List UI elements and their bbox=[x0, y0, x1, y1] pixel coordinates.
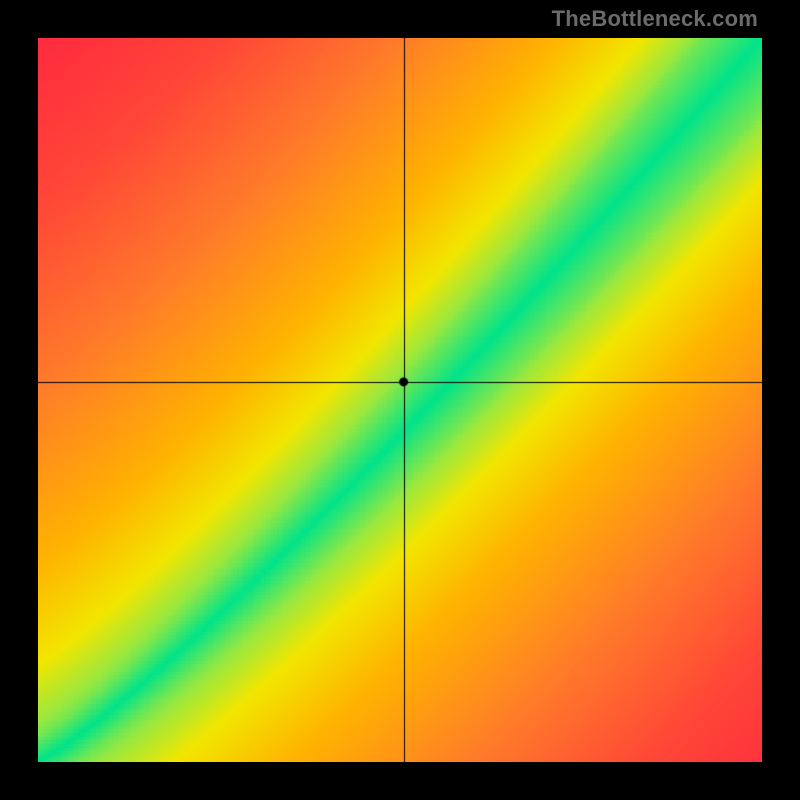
watermark-text: TheBottleneck.com bbox=[552, 6, 758, 32]
bottleneck-heatmap bbox=[38, 38, 762, 762]
chart-container: { "watermark": { "text": "TheBottleneck.… bbox=[0, 0, 800, 800]
